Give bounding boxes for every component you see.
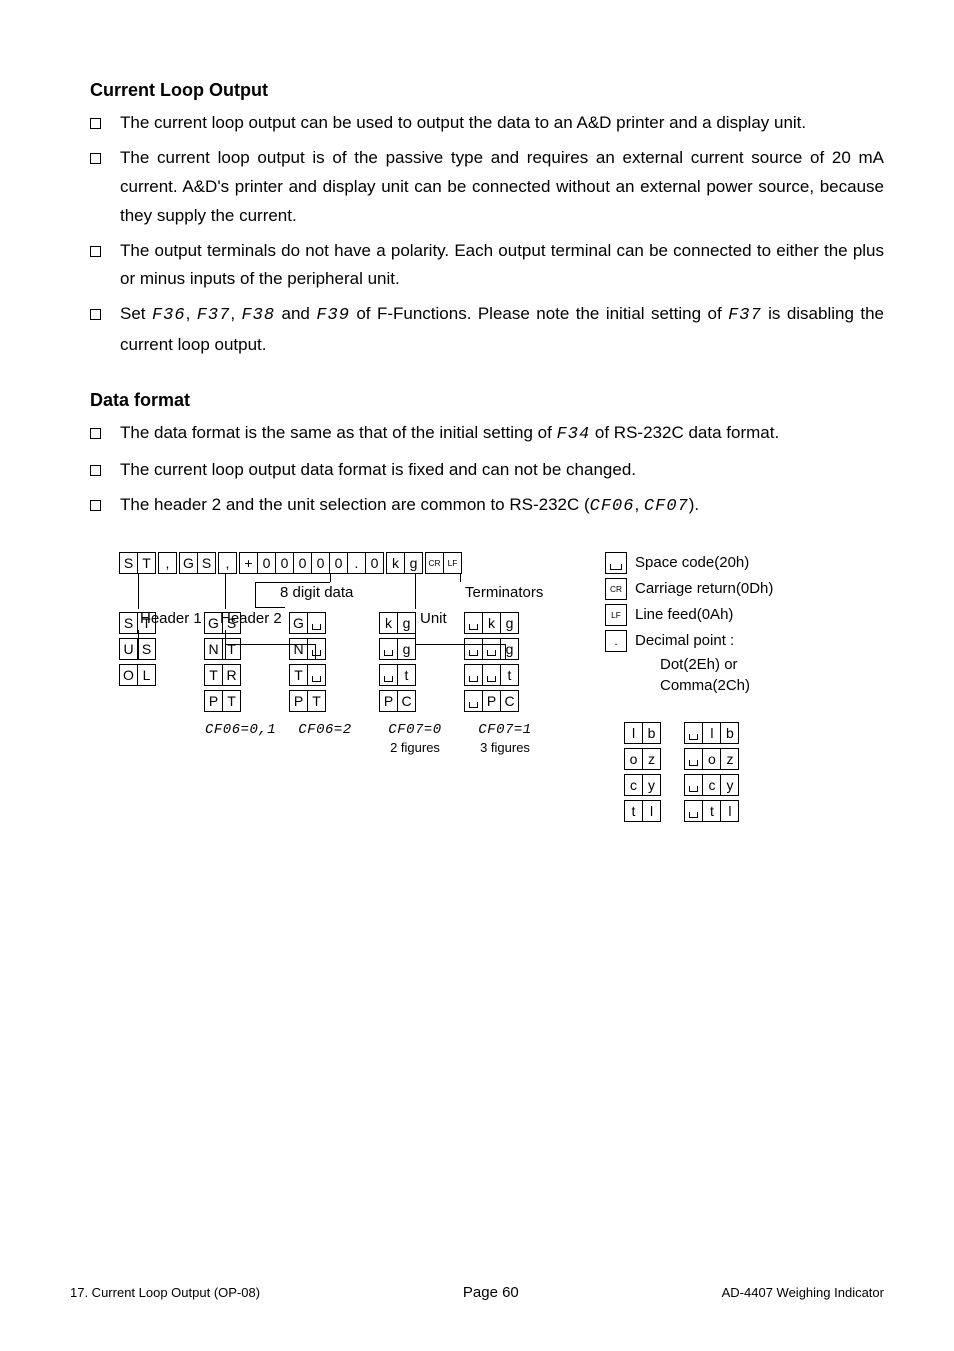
cell-lf: LF [443,552,462,574]
page-footer: 17. Current Loop Output (OP-08) Page 60 … [70,1284,884,1301]
bullet-item: The output terminals do not have a polar… [90,237,884,295]
cell: , [218,552,237,574]
cell: G [179,552,198,574]
cell: + [239,552,258,574]
cell: S [119,552,138,574]
cf07-right: CF07=1 [465,722,545,738]
unit-options-2fig: kg g t PC [380,612,450,714]
cell: T [137,552,156,574]
bullet-item: The data format is the same as that of t… [90,419,884,450]
fig2-label: 2 figures [380,740,450,755]
cell: 0 [257,552,276,574]
cell: S [197,552,216,574]
header2-options-right: G N T PT [290,612,360,714]
bullet-item: The current loop output data format is f… [90,456,884,485]
legend-text: Carriage return(0Dh) [635,580,773,597]
cell: . [347,552,366,574]
unit-words-2fig: lb oz cy tl [625,722,661,824]
cf06-left: CF06=0,1 [205,722,275,738]
footer-left: 17. Current Loop Output (OP-08) [70,1285,260,1300]
cell: 0 [311,552,330,574]
legend-text: Space code(20h) [635,554,749,571]
bullet-item: The header 2 and the unit selection are … [90,491,884,522]
cell: 0 [275,552,294,574]
cell: g [404,552,423,574]
lf-symbol: LF [605,604,627,626]
fig3-label: 3 figures [465,740,545,755]
bullet-item: The current loop output can be used to o… [90,109,884,138]
cell-cr: CR [425,552,444,574]
legend: Space code(20h) CR Carriage return(0Dh) … [605,552,773,698]
legend-text: Decimal point : [635,632,734,649]
cell: 0 [329,552,348,574]
cell: 0 [365,552,384,574]
section1-title: Current Loop Output [90,80,884,101]
footer-center: Page 60 [463,1284,519,1301]
bullet-item: Set F36, F37, F38 and F39 of F-Functions… [90,300,884,360]
legend-text: Dot(2Eh) or [660,656,738,673]
header1-options: ST US OL [120,612,190,688]
section2-list: The data format is the same as that of t… [70,419,884,522]
legend-text: Comma(2Ch) [660,677,750,694]
unit-words-3fig: lb oz cy tl [685,722,739,824]
cr-symbol: CR [605,578,627,600]
section1-list: The current loop output can be used to o… [70,109,884,360]
label-8digit: 8 digit data [280,584,353,601]
bullet-item: The current loop output is of the passiv… [90,144,884,231]
footer-right: AD-4407 Weighing Indicator [722,1285,884,1300]
cell: , [158,552,177,574]
data-format-diagram: S T , G S , + 0 0 0 0 0 . 0 k g CR LF [70,552,884,637]
dot-symbol: . [605,630,627,652]
label-terminators: Terminators [465,584,543,601]
space-symbol [605,552,627,574]
unit-options-3fig: kg g t PC [465,612,545,714]
cf06-right: CF06=2 [290,722,360,738]
cell: 0 [293,552,312,574]
section2-title: Data format [90,390,884,411]
cell: k [386,552,405,574]
header2-options-left: GS NT TR PT [205,612,275,714]
cf07-left: CF07=0 [380,722,450,738]
legend-text: Line feed(0Ah) [635,606,733,623]
